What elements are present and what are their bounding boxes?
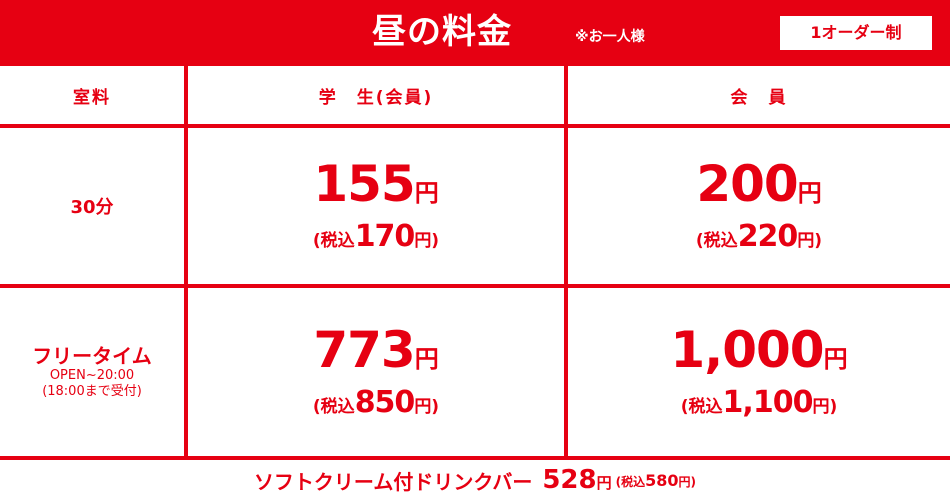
row-label-30min: 30分: [0, 128, 184, 284]
per-person-note: ※お一人様: [575, 29, 645, 45]
price-cell-30min-member: 200円 (税込220円): [568, 128, 950, 284]
divider-line: [184, 66, 188, 456]
column-header-student-label: 学 生(会員): [318, 87, 434, 108]
price-table: 室料 学 生(会員) 会 員 30分 155円 (税込170円) 200円 (税…: [0, 66, 950, 500]
drink-bar-text: ソフトクリーム付ドリンクバー: [253, 469, 533, 494]
column-header-room: 室料: [0, 66, 184, 124]
price-freetime-student: 773円: [313, 320, 439, 379]
page-title: 昼の料金: [372, 12, 512, 52]
column-header-room-label: 室料: [73, 87, 111, 108]
drink-bar-tax-price: (税込580円): [615, 470, 697, 490]
tax-price-30min-member: (税込220円): [695, 218, 823, 254]
row-label-30min-text: 30分: [70, 197, 114, 218]
row-label-freetime-text: フリータイム: [32, 344, 152, 368]
tax-price-freetime-student: (税込850円): [312, 384, 440, 420]
price-30min-member: 200円: [696, 154, 822, 213]
price-cell-30min-student: 155円 (税込170円): [188, 128, 564, 284]
freetime-reception: (18:00まで受付): [42, 384, 142, 399]
price-freetime-member: 1,000円: [670, 320, 848, 379]
drink-bar-price: 528円: [542, 465, 612, 495]
column-header-member: 会 員: [568, 66, 950, 124]
one-order-badge: 1オーダー制: [780, 16, 932, 50]
tax-price-freetime-member: (税込1,100円): [680, 384, 838, 420]
divider-line: [0, 124, 950, 128]
drink-bar-footer: ソフトクリーム付ドリンクバー 528円 (税込580円): [0, 460, 950, 500]
price-cell-freetime-student: 773円 (税込850円): [188, 288, 564, 456]
divider-line: [564, 66, 568, 456]
row-label-freetime: フリータイム OPEN~20:00 (18:00まで受付): [0, 288, 184, 456]
divider-line: [0, 456, 950, 460]
column-header-student: 学 生(会員): [188, 66, 564, 124]
column-header-member-label: 会 員: [730, 87, 788, 108]
freetime-hours: OPEN~20:00: [49, 368, 135, 383]
header-bar: 昼の料金 ※お一人様 1オーダー制: [0, 0, 950, 66]
divider-line: [0, 284, 950, 288]
price-cell-freetime-member: 1,000円 (税込1,100円): [568, 288, 950, 456]
tax-price-30min-student: (税込170円): [312, 218, 440, 254]
price-30min-student: 155円: [313, 154, 439, 213]
